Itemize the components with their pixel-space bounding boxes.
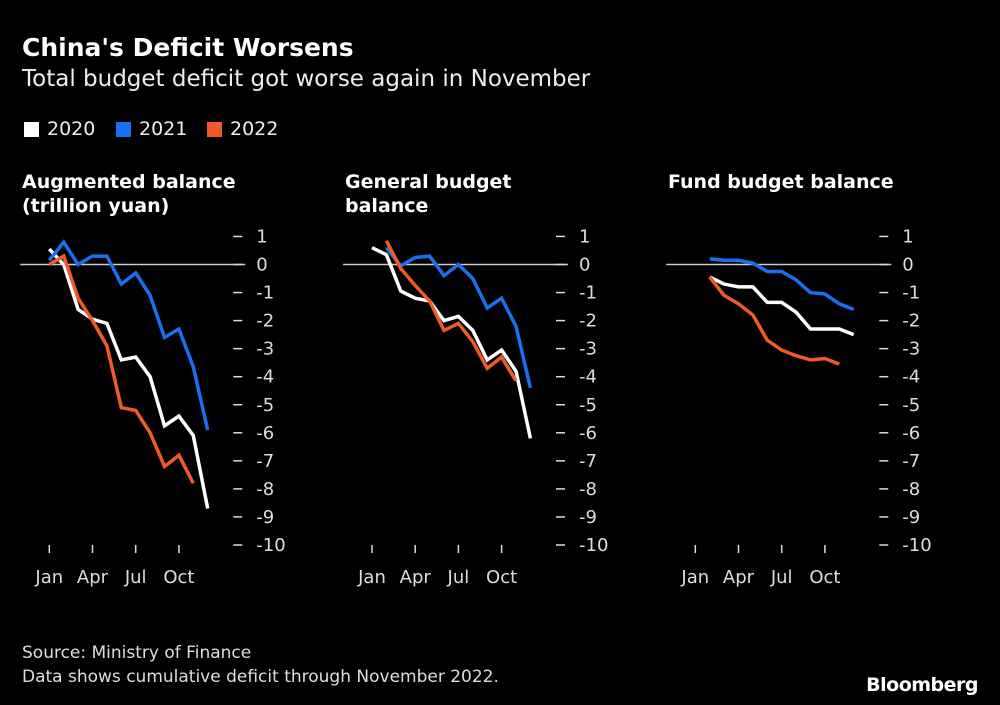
legend-label: 2020 [47, 118, 96, 140]
y-tick-label: -6 [902, 423, 920, 444]
y-tick-label: 1 [579, 226, 590, 247]
y-tick-label: 1 [256, 226, 267, 247]
y-tick-label: -9 [256, 507, 274, 528]
series-line-2021 [47, 239, 210, 431]
x-tick-label: Oct [809, 567, 840, 588]
x-tick-label: Jul [124, 567, 147, 588]
y-tick-label: -7 [579, 451, 597, 472]
y-tick-label: -5 [902, 395, 920, 416]
series-line-2022 [708, 276, 840, 366]
y-tick-label: -10 [256, 535, 285, 556]
y-tick-label: -1 [579, 283, 597, 304]
y-tick-label: 0 [579, 255, 590, 276]
y-tick-label: -5 [256, 395, 274, 416]
y-tick-label: -6 [579, 423, 597, 444]
x-tick-label: Jan [34, 567, 63, 588]
chart-title: China's Deficit Worsens [22, 33, 354, 62]
bloomberg-logo: Bloomberg [866, 674, 978, 696]
series-line-2020 [708, 275, 855, 337]
y-tick-label: 0 [902, 255, 913, 276]
series-line-2020 [48, 247, 210, 509]
y-tick-label: -3 [579, 339, 597, 360]
x-tick-label: Jul [770, 567, 793, 588]
legend-item-2020: 2020 [24, 118, 95, 140]
y-tick-label: 1 [902, 226, 913, 247]
y-tick-label: -7 [256, 451, 274, 472]
panel-title-general: General budget balance [345, 171, 512, 217]
legend-item-2021: 2021 [116, 118, 187, 140]
x-tick-label: Jul [447, 567, 470, 588]
legend-swatch-2022 [207, 121, 222, 137]
y-tick-label: -8 [579, 479, 597, 500]
panel-title-augmented: Augmented balance (trillion yuan) [22, 171, 236, 217]
legend-label: 2021 [139, 118, 188, 140]
y-tick-label: -2 [902, 311, 920, 332]
series-line-2022 [48, 253, 195, 485]
legend-label: 2022 [230, 118, 279, 140]
legend-item-2022: 2022 [207, 118, 278, 140]
y-tick-label: -9 [902, 507, 920, 528]
source-note: Source: Ministry of Finance [22, 643, 252, 663]
panel-title-fund: Fund budget balance [668, 171, 894, 193]
y-tick-label: -9 [579, 507, 597, 528]
legend-swatch-2020 [24, 121, 39, 137]
series-line-2022 [384, 239, 518, 382]
y-tick-label: -7 [902, 451, 920, 472]
x-tick-label: Apr [77, 567, 109, 588]
series-line-2021 [385, 246, 533, 389]
y-tick-label: -4 [256, 367, 274, 388]
y-tick-label: 0 [256, 255, 267, 276]
legend-swatch-2021 [116, 121, 131, 137]
x-tick-label: Apr [400, 567, 432, 588]
x-tick-label: Jan [680, 567, 709, 588]
y-tick-label: -1 [902, 283, 920, 304]
x-tick-label: Apr [723, 567, 755, 588]
y-tick-label: -5 [579, 395, 597, 416]
y-tick-label: -3 [256, 339, 274, 360]
y-tick-label: -4 [579, 367, 597, 388]
y-tick-label: -4 [902, 367, 920, 388]
y-tick-label: -6 [256, 423, 274, 444]
y-tick-label: -2 [256, 311, 274, 332]
y-tick-label: -2 [579, 311, 597, 332]
y-tick-label: -1 [256, 283, 274, 304]
x-tick-label: Oct [163, 567, 194, 588]
data-note: Data shows cumulative deficit through No… [22, 667, 499, 687]
series-line-2020 [371, 246, 533, 439]
y-tick-label: -10 [902, 535, 931, 556]
y-tick-label: -10 [579, 535, 608, 556]
y-tick-label: -8 [902, 479, 920, 500]
y-tick-label: -8 [256, 479, 274, 500]
series-line-2021 [709, 257, 855, 312]
x-tick-label: Jan [357, 567, 386, 588]
y-tick-label: -3 [902, 339, 920, 360]
x-tick-label: Oct [486, 567, 517, 588]
chart-subtitle: Total budget deficit got worse again in … [22, 66, 591, 92]
